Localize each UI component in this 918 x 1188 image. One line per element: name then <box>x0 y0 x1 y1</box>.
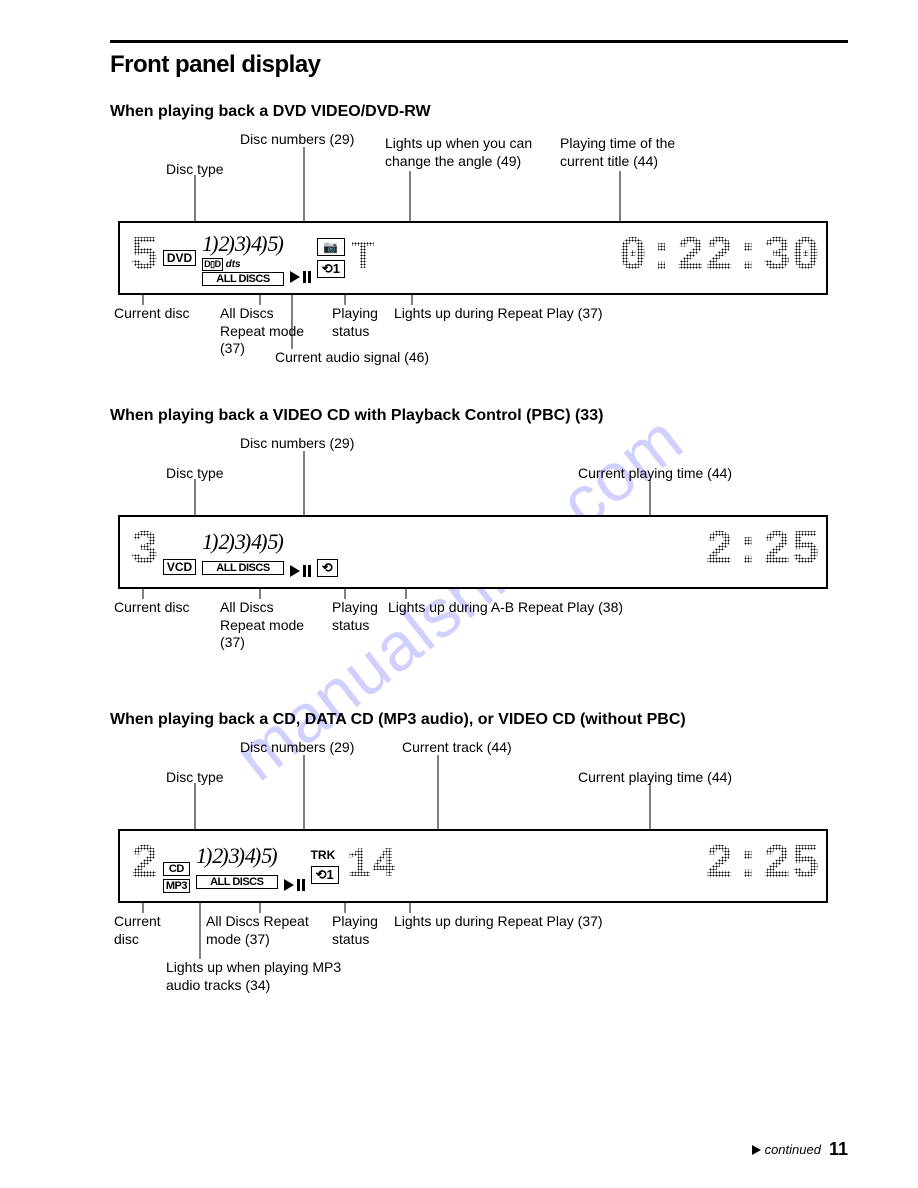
lbl-disc-numbers: Disc numbers (29) <box>240 131 354 149</box>
trk-label: TRK <box>311 848 339 862</box>
diagram3: Disc numbers (29) Current track (44) Dis… <box>110 739 848 1019</box>
lbl-disc-type: Disc type <box>166 161 224 179</box>
lbl3-current-track: Current track (44) <box>402 739 512 757</box>
diagram2: Disc numbers (29) Disc type Current play… <box>110 435 848 675</box>
section-dvd: When playing back a DVD VIDEO/DVD-RW Dis… <box>110 103 848 371</box>
lbl2-playing-status: Playing status <box>332 599 392 634</box>
lbl-audio-signal: Current audio signal (46) <box>275 349 429 367</box>
current-disc-digit-2: 3 <box>128 530 157 573</box>
display-panel-2: 3 VCD 12345 ALL DISCS ⟲ 2 : 25 <box>118 515 828 589</box>
lbl-current-disc: Current disc <box>114 305 189 323</box>
lbl2-disc-numbers: Disc numbers (29) <box>240 435 354 453</box>
repeat-icon: ⟲1 <box>317 260 345 278</box>
all-discs-box-3: ALL DISCS <box>196 875 278 889</box>
audio-row: D▯D dts <box>202 258 284 271</box>
disc-type-box-2: VCD <box>163 559 196 575</box>
play-pause-icon-2 <box>290 565 311 577</box>
lbl-playing-status: Playing status <box>332 305 392 340</box>
mp3-box: MP3 <box>163 879 190 893</box>
play-pause-icon-3 <box>284 879 305 891</box>
page-number: 11 <box>829 1139 848 1160</box>
disc-type-box: DVD <box>163 250 196 266</box>
disc-numbers-3: 12345 <box>196 843 278 869</box>
disc-numbers: 12345 <box>202 231 284 257</box>
time-display-2: 2 : 25 <box>703 530 818 573</box>
cd-box: CD <box>163 862 190 876</box>
lbl3-playtime: Current playing time (44) <box>578 769 732 787</box>
section-cd: When playing back a CD, DATA CD (MP3 aud… <box>110 711 848 1019</box>
diagram1: Disc numbers (29) Disc type Lights up wh… <box>110 131 848 371</box>
display-panel-1: 5 DVD 12345 D▯D dts ALL DISCS 📷 ⟲1 <box>118 221 828 295</box>
repeat-icon-3: ⟲1 <box>311 866 339 884</box>
time-display: 0 : 22 : 30 <box>616 236 818 279</box>
top-rule <box>110 40 848 43</box>
lbl2-all-discs: All Discs Repeat mode (37) <box>220 599 320 652</box>
time-display-3: 2 : 25 <box>703 844 818 887</box>
lbl2-repeat: Lights up during A-B Repeat Play (38) <box>388 599 623 617</box>
footer: continued 11 <box>752 1139 848 1160</box>
lbl3-mp3: Lights up when playing MP3 audio tracks … <box>166 959 366 994</box>
section1-title: When playing back a DVD VIDEO/DVD-RW <box>110 103 848 121</box>
lbl-angle: Lights up when you can change the angle … <box>385 135 555 170</box>
lbl-repeat: Lights up during Repeat Play (37) <box>394 305 603 323</box>
lbl2-current-disc: Current disc <box>114 599 189 617</box>
section3-title: When playing back a CD, DATA CD (MP3 aud… <box>110 711 848 729</box>
dts-icon: dts <box>226 259 241 270</box>
current-disc-digit-3: 2 <box>128 844 157 887</box>
lbl3-repeat: Lights up during Repeat Play (37) <box>394 913 603 931</box>
lbl3-disc-type: Disc type <box>166 769 224 787</box>
t-indicator: T <box>351 236 375 281</box>
display-panel-3: 2 CD MP3 12345 ALL DISCS TRK ⟲1 14 <box>118 829 828 903</box>
current-disc-digit: 5 <box>128 236 157 279</box>
lbl3-current-disc: Current disc <box>114 913 174 948</box>
lbl2-disc-type: Disc type <box>166 465 224 483</box>
repeat-icon-2: ⟲ <box>317 559 338 577</box>
all-discs-box-2: ALL DISCS <box>202 561 284 575</box>
lbl3-all-discs: All Discs Repeat mode (37) <box>206 913 326 948</box>
arrow-icon <box>752 1145 761 1155</box>
section2-title: When playing back a VIDEO CD with Playba… <box>110 407 848 425</box>
disc-numbers-2: 12345 <box>202 529 284 555</box>
page-title: Front panel display <box>110 51 848 79</box>
angle-icon: 📷 <box>317 238 345 256</box>
track-number: 14 <box>345 847 395 885</box>
dolby-icon: D▯D <box>202 258 222 271</box>
play-pause-icon <box>290 271 311 283</box>
lbl3-playing-status: Playing status <box>332 913 392 948</box>
lbl2-playtime: Current playing time (44) <box>578 465 732 483</box>
continued-text: continued <box>765 1142 821 1157</box>
lbl-playtime: Playing time of the current title (44) <box>560 135 720 170</box>
all-discs-box: ALL DISCS <box>202 272 284 286</box>
lbl3-disc-numbers: Disc numbers (29) <box>240 739 354 757</box>
section-vcd: When playing back a VIDEO CD with Playba… <box>110 407 848 675</box>
